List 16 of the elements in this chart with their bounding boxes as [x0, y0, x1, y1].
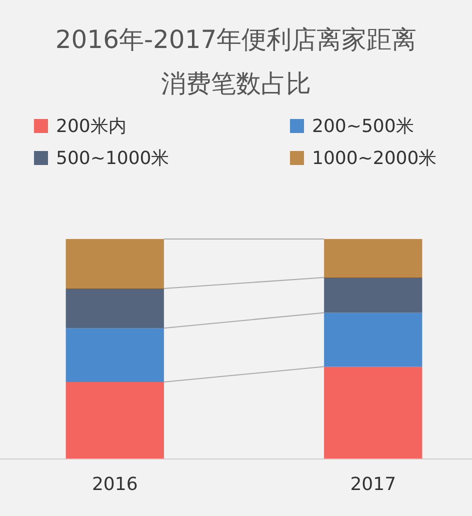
bar: [324, 278, 422, 313]
bar: [66, 288, 164, 328]
chart-title: 2016年-2017年便利店离家距离: [55, 25, 417, 54]
bar: [324, 239, 422, 278]
legend-label: 1000~2000米: [312, 148, 437, 169]
bar: [66, 328, 164, 382]
x-tick-label: 2017: [350, 474, 396, 495]
bar: [324, 366, 422, 459]
bar: [66, 239, 164, 288]
chart-subtitle: 消费笔数占比: [161, 69, 311, 98]
legend-label: 200米内: [56, 116, 126, 137]
legend-label: 200~500米: [312, 116, 414, 137]
bar: [324, 312, 422, 367]
x-tick-label: 2016: [92, 474, 138, 495]
bar: [66, 382, 164, 459]
legend-label: 500~1000米: [56, 148, 170, 169]
